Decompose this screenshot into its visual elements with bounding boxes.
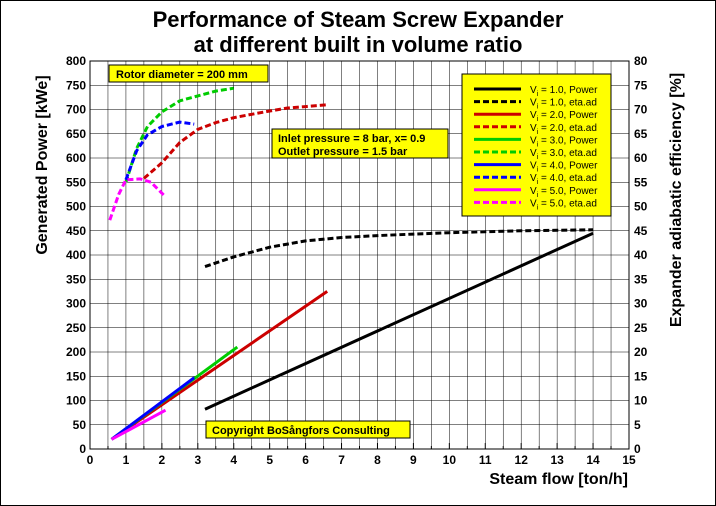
series-line-vi-5-0-eta — [108, 177, 167, 221]
series-line-vi-4-0-eta — [124, 120, 195, 181]
x-tick-label: 14 — [586, 453, 600, 467]
legend-label: Vi = 2.0, Power — [530, 110, 598, 123]
plot-area — [89, 60, 630, 450]
x-tick-label: 9 — [410, 453, 417, 467]
y-left-tick-label: 700 — [66, 103, 86, 117]
legend-label: Vi = 4.0, eta.ad — [530, 173, 597, 186]
y-left-tick-label: 0 — [79, 442, 86, 456]
y-right-tick-label: 70 — [634, 103, 648, 117]
legend-label: Vi = 3.0, eta.ad — [530, 148, 597, 161]
x-tick-label: 7 — [338, 453, 345, 467]
y-left-tick-label: 250 — [66, 321, 86, 335]
x-tick-label: 11 — [479, 453, 492, 467]
series-line-vi-1-0-eta — [204, 228, 594, 269]
annotation-rotor: Rotor diameter = 200 mm — [108, 64, 269, 83]
x-tick-label: 4 — [230, 453, 237, 467]
y-right-tick-label: 55 — [634, 175, 648, 189]
y-left-tick-label: 550 — [66, 175, 86, 189]
x-tick-label: 12 — [515, 453, 529, 467]
y-left-tick-label: 50 — [73, 418, 87, 432]
x-tick-label: 2 — [159, 453, 166, 467]
y-left-tick-label: 350 — [66, 272, 86, 286]
y-right-tick-label: 5 — [634, 418, 641, 432]
series-layer — [108, 86, 594, 441]
y-right-tick-label: 35 — [634, 272, 648, 286]
x-tick-label: 1 — [123, 453, 130, 467]
series-line-vi-5-0-power — [110, 408, 167, 441]
x-tick-label: 8 — [374, 453, 381, 467]
x-tick-label: 3 — [194, 453, 201, 467]
annotation-inlet-text: Inlet pressure = 8 bar, x= 0.9 — [278, 133, 425, 145]
annotation-conditions: Inlet pressure = 8 bar, x= 0.9 Outlet pr… — [271, 128, 449, 159]
legend-label: Vi = 5.0, Power — [530, 186, 598, 199]
y-right-tick-label: 20 — [634, 345, 648, 359]
y-right-tick-label: 80 — [634, 54, 648, 68]
legend-label: Vi = 2.0, eta.ad — [530, 123, 597, 136]
x-tick-label: 0 — [87, 453, 94, 467]
y-left-tick-label: 650 — [66, 127, 86, 141]
y-axis-left-label: Generated Power [kWe] — [34, 75, 51, 254]
y-right-tick-label: 40 — [634, 248, 648, 262]
legend-label: Vi = 4.0, Power — [530, 161, 598, 174]
y-right-tick-label: 10 — [634, 394, 648, 408]
series-line-vi-2-0-eta — [142, 103, 328, 180]
y-right-tick-label: 60 — [634, 151, 648, 165]
y-right-tick-label: 0 — [634, 442, 641, 456]
y-left-tick-label: 100 — [66, 394, 86, 408]
x-tick-label: 6 — [302, 453, 309, 467]
chart-title-line-1: Performance of Steam Screw Expander — [153, 7, 564, 32]
y-axis-right-label: Expander adiabatic efficiency [%] — [668, 73, 685, 327]
series-line-vi-1-0-power — [204, 231, 594, 411]
y-right-tick-label: 25 — [634, 321, 648, 335]
y-right-tick-label: 45 — [634, 224, 648, 238]
y-left-tick-label: 300 — [66, 297, 86, 311]
y-left-tick-label: 600 — [66, 151, 86, 165]
x-tick-label: 5 — [266, 453, 273, 467]
y-right-tick-label: 15 — [634, 369, 648, 383]
y-right-tick-label: 50 — [634, 200, 648, 214]
x-tick-label: 15 — [622, 453, 636, 467]
x-tick-label: 13 — [550, 453, 564, 467]
y-left-tick-label: 150 — [66, 369, 86, 383]
legend-label: Vi = 1.0, eta.ad — [530, 98, 597, 111]
legend-label: Vi = 5.0, eta.ad — [530, 198, 597, 211]
y-right-tick-label: 30 — [634, 297, 648, 311]
y-right-tick-label: 65 — [634, 127, 648, 141]
annotation-rotor-text: Rotor diameter = 200 mm — [116, 69, 248, 81]
y-right-tick-label: 75 — [634, 78, 648, 92]
annotation-copyright: Copyright BoSångfors Consulting — [205, 420, 411, 439]
chart-title-line-2: at different built in volume ratio — [194, 32, 523, 57]
x-axis-label: Steam flow [ton/h] — [489, 471, 628, 488]
legend-box — [461, 73, 612, 217]
annotation-copyright-text: Copyright BoSångfors Consulting — [212, 425, 390, 437]
annotation-outlet-text: Outlet pressure = 1.5 bar — [278, 146, 408, 158]
legend-label: Vi = 1.0, Power — [530, 85, 598, 98]
series-line-vi-3-0-eta — [124, 86, 234, 183]
legend-label: Vi = 3.0, Power — [530, 135, 598, 148]
series-line-vi-4-0-power — [110, 376, 196, 441]
y-left-tick-label: 500 — [66, 200, 86, 214]
y-left-tick-label: 750 — [66, 78, 86, 92]
y-left-tick-label: 200 — [66, 345, 86, 359]
x-tick-label: 10 — [443, 453, 457, 467]
y-left-tick-label: 400 — [66, 248, 86, 262]
y-left-tick-label: 800 — [66, 54, 86, 68]
ticks: 0 1 2 3 4 5 6 7 8 9 10 11 12 13 14 15050100150200250300… — [66, 54, 648, 467]
y-left-tick-label: 450 — [66, 224, 86, 238]
